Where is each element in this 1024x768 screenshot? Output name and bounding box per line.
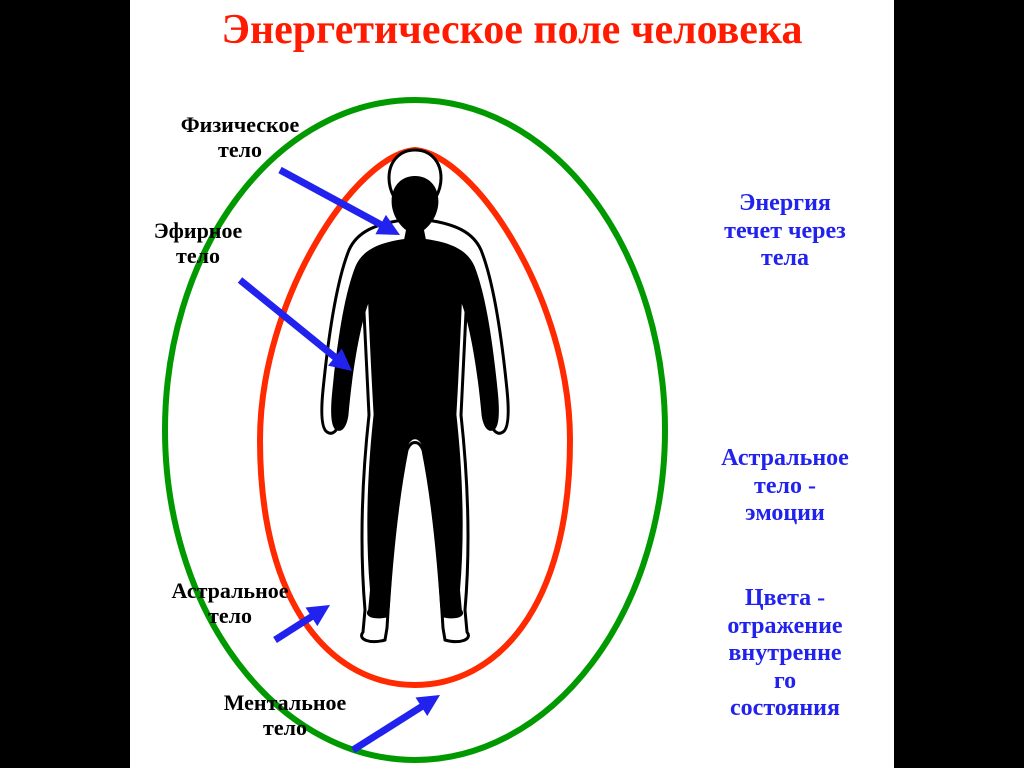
note-astral-emotions: Астральное тело - эмоции: [685, 445, 885, 528]
label-astral: Астральное тело: [150, 578, 310, 629]
label-etheric: Эфирное тело: [133, 218, 263, 269]
note-colors: Цвета - отражение внутренне го состояния: [685, 585, 885, 723]
label-mental: Ментальное тело: [200, 690, 370, 741]
label-physical: Физическое тело: [150, 112, 330, 163]
arrow-physical: [280, 170, 400, 235]
note-energy: Энергия течет через тела: [685, 190, 885, 273]
stage: Энергетическое поле человека Физическое …: [0, 0, 1024, 768]
